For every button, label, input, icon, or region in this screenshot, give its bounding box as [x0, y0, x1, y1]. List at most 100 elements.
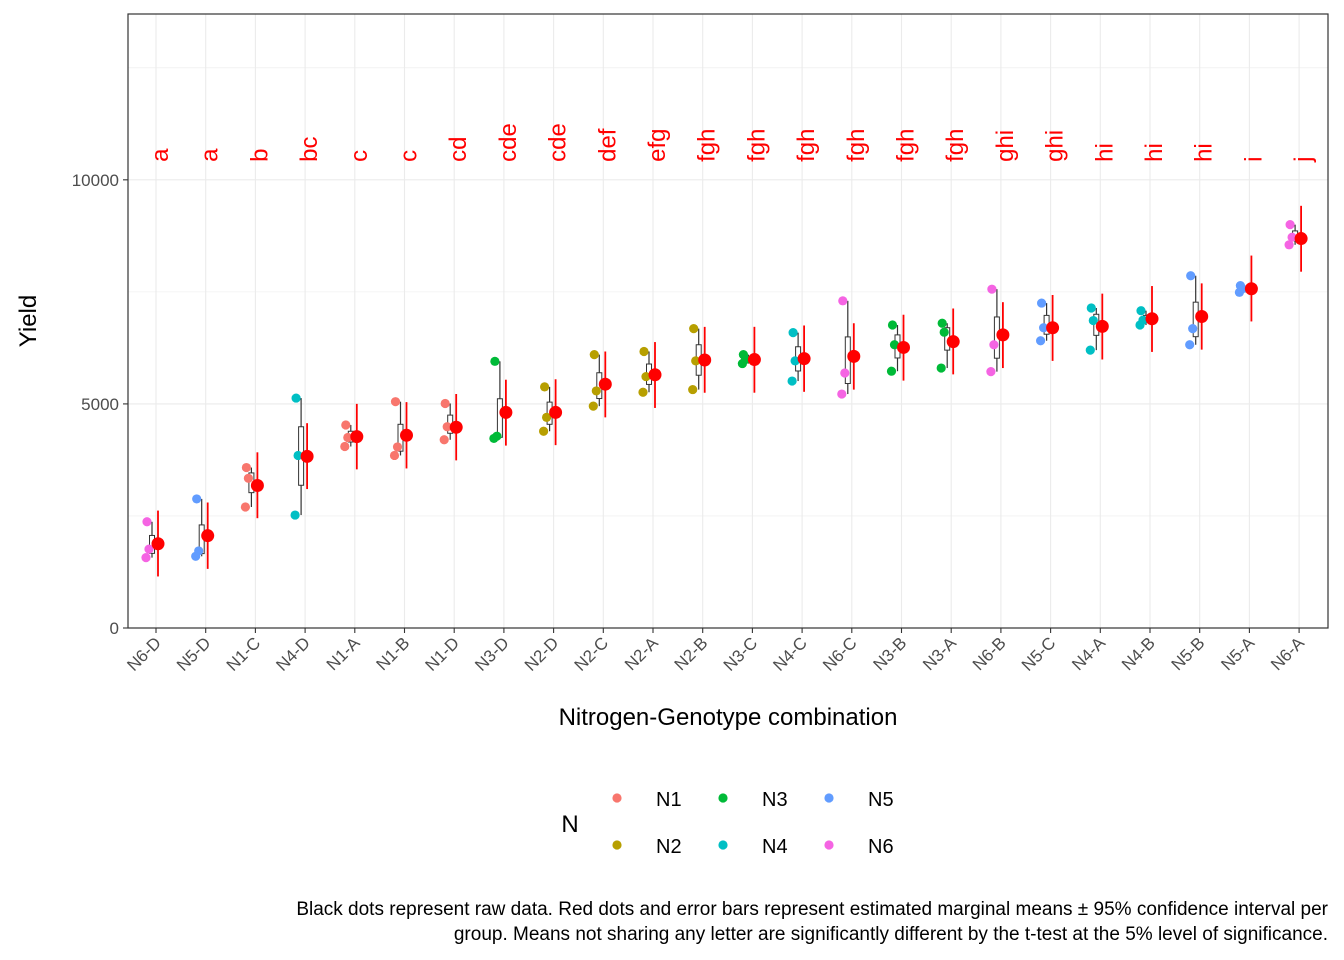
- mean-point: [897, 340, 910, 354]
- legend-label-n5: N5: [868, 789, 894, 811]
- y-axis-title: Yield: [15, 295, 42, 347]
- raw-point: [1039, 323, 1049, 333]
- raw-point: [986, 367, 996, 377]
- legend-key-n2: [612, 840, 622, 850]
- significance-letter: c: [346, 150, 373, 162]
- legend: N N1 N2 N3 N4 N5 N6: [561, 789, 893, 858]
- caption-line-1: Black dots represent raw data. Red dots …: [296, 899, 1328, 920]
- raw-point: [737, 358, 748, 369]
- significance-letter: fgh: [793, 129, 820, 162]
- mean-point: [201, 529, 215, 543]
- raw-box: [496, 398, 503, 438]
- significance-letter: fgh: [843, 129, 870, 162]
- raw-point: [1188, 324, 1198, 334]
- legend-label-n1: N1: [656, 789, 682, 811]
- raw-point: [790, 356, 800, 366]
- mean-point: [598, 377, 612, 391]
- raw-point: [1287, 232, 1297, 242]
- significance-letters: a a b bc c c cd cde cde def efg fgh fgh fgh fgh fgh fgh g…: [147, 123, 1317, 163]
- raw-point: [689, 324, 699, 334]
- raw-point: [939, 327, 949, 337]
- raw-point: [144, 544, 154, 554]
- raw-point: [439, 435, 449, 445]
- mean-point: [698, 353, 712, 367]
- legend-label-n4: N4: [762, 836, 788, 858]
- raw-point: [638, 387, 648, 397]
- mean-point: [151, 537, 165, 551]
- raw-point: [540, 382, 550, 392]
- raw-point: [290, 510, 300, 520]
- raw-point: [1136, 306, 1146, 316]
- x-tick-label: N1-C: [223, 633, 264, 674]
- raw-point: [837, 389, 847, 399]
- significance-letter: fgh: [694, 129, 721, 162]
- raw-point: [889, 340, 900, 350]
- raw-point: [936, 363, 946, 373]
- raw-data-points: [141, 220, 1297, 563]
- estimated-means: [151, 205, 1308, 577]
- plot-border: [127, 13, 1329, 629]
- legend-key-n6: [824, 840, 834, 850]
- significance-letter: a: [147, 148, 174, 162]
- legend-label-n2: N2: [656, 836, 682, 858]
- significance-letter: cde: [545, 123, 572, 162]
- x-tick-label: N5-A: [1217, 633, 1258, 674]
- raw-point: [1037, 298, 1047, 308]
- raw-point: [191, 551, 201, 561]
- raw-point: [838, 296, 848, 306]
- grid-lines: [128, 14, 1328, 629]
- x-tick-label: N4-B: [1118, 633, 1159, 674]
- mean-point: [1195, 310, 1209, 324]
- significance-letter: c: [396, 150, 423, 162]
- legend-key-n4: [718, 840, 728, 850]
- y-tick-label: 0: [110, 619, 119, 638]
- raw-point: [141, 553, 151, 563]
- x-tick-label: N4-D: [272, 633, 313, 674]
- raw-point: [490, 356, 500, 366]
- legend-label-n3: N3: [762, 789, 788, 811]
- y-tick-label: 10000: [72, 171, 119, 190]
- x-tick-label: N3-B: [870, 633, 911, 674]
- x-tick-label: N2-A: [621, 633, 662, 674]
- raw-point: [788, 328, 798, 338]
- significance-letter: fgh: [893, 129, 920, 162]
- raw-point: [291, 393, 301, 403]
- plot-panel: [128, 14, 1328, 628]
- significance-letter: ghi: [1042, 130, 1069, 162]
- raw-point: [1185, 340, 1195, 350]
- raw-point: [1284, 240, 1294, 250]
- raw-point: [886, 366, 897, 376]
- x-tick-label: N6-C: [819, 633, 860, 674]
- raw-point: [392, 442, 403, 452]
- x-tick-label: N2-B: [671, 633, 712, 674]
- significance-letter: hi: [1141, 143, 1168, 162]
- raw-point: [641, 371, 651, 382]
- significance-letter: hi: [1091, 143, 1118, 162]
- raw-point: [1085, 345, 1095, 355]
- mean-point: [847, 349, 861, 363]
- significance-letter: cde: [495, 123, 522, 162]
- mean-point: [946, 335, 960, 349]
- raw-point: [142, 517, 152, 527]
- x-tick-label: N1-A: [323, 633, 364, 674]
- raw-point: [887, 320, 898, 330]
- raw-point: [243, 473, 253, 483]
- x-tick-label: N4-C: [769, 633, 810, 674]
- raw-point: [1186, 271, 1196, 281]
- raw-point: [341, 420, 351, 430]
- raw-point: [1086, 303, 1096, 313]
- caption: Black dots represent raw data. Red dots …: [296, 899, 1328, 945]
- significance-letter: efg: [644, 129, 671, 162]
- mean-point: [300, 449, 314, 463]
- legend-key-n3: [718, 793, 728, 803]
- raw-point: [192, 494, 202, 504]
- raw-point: [390, 397, 401, 407]
- raw-point: [937, 318, 947, 328]
- mean-point: [400, 428, 413, 442]
- raw-point: [1285, 220, 1295, 230]
- raw-point: [340, 441, 350, 452]
- significance-letter: cd: [445, 137, 472, 162]
- raw-point: [542, 412, 552, 422]
